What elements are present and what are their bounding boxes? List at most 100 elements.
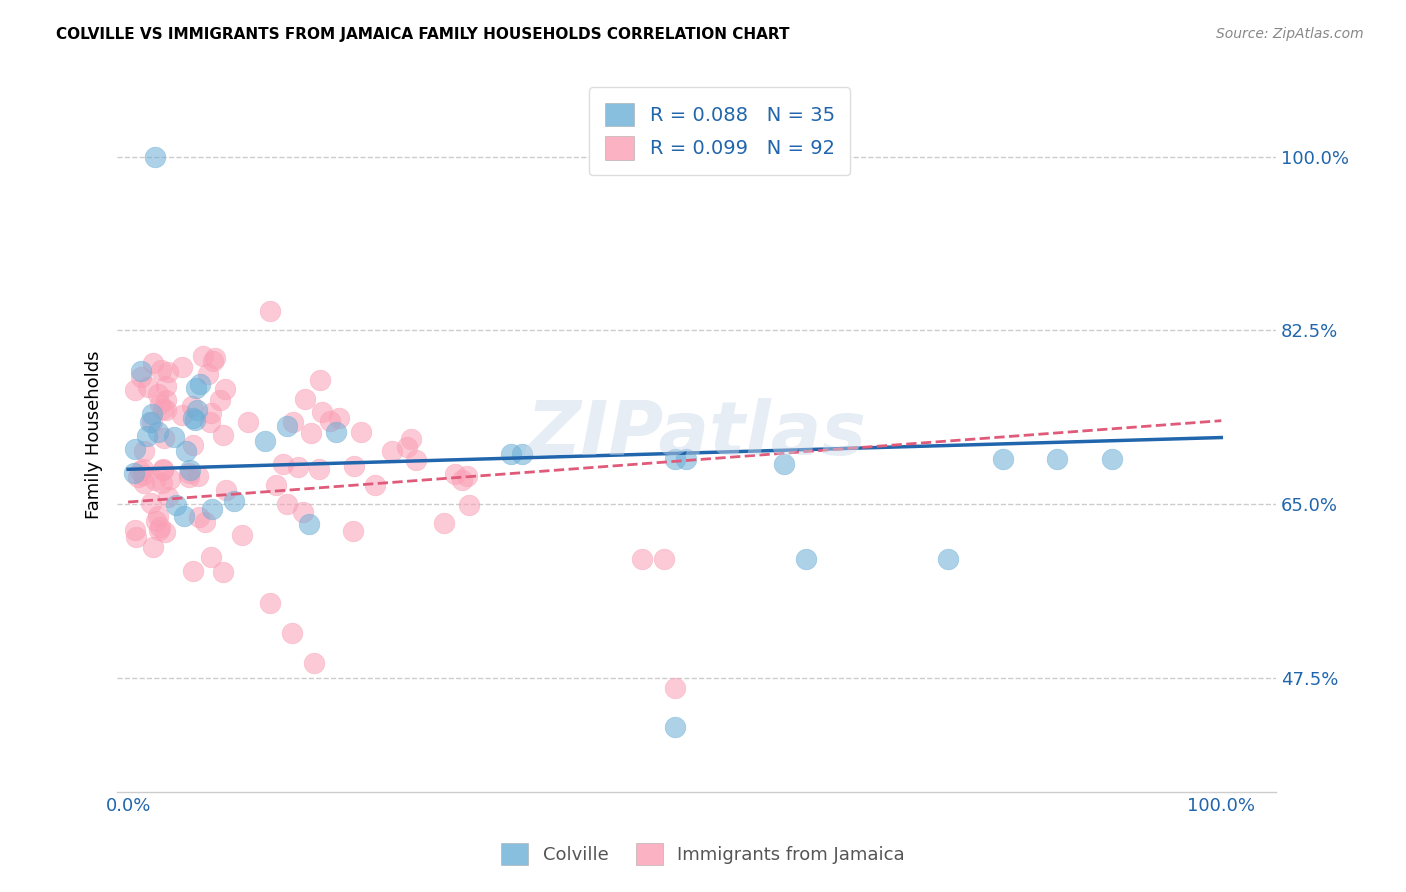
Point (308, 462, 330, 476)
Point (146, 425, 169, 439)
Point (184, 412, 207, 426)
Point (129, 369, 152, 384)
Point (129, 363, 152, 377)
Point (773, 458, 796, 472)
Point (129, 464, 152, 478)
Point (132, 444, 155, 458)
Point (132, 468, 155, 483)
Point (139, 416, 162, 430)
Point (510, 447, 533, 461)
Point (136, 380, 159, 394)
Point (159, 472, 181, 486)
Point (298, 516, 321, 531)
Point (342, 524, 364, 538)
Point (405, 453, 427, 467)
Point (193, 349, 215, 363)
Point (152, 431, 174, 445)
Point (652, 551, 675, 566)
Point (299, 425, 322, 440)
Point (395, 440, 418, 454)
Point (173, 508, 195, 523)
Point (201, 501, 224, 516)
Point (124, 524, 146, 538)
Point (155, 379, 177, 393)
Point (292, 505, 315, 519)
Point (215, 483, 238, 497)
Point (181, 438, 204, 452)
Point (208, 393, 231, 408)
Point (142, 356, 165, 370)
Point (664, 681, 686, 695)
Point (231, 528, 253, 542)
Point (212, 565, 235, 579)
Point (936, 551, 959, 566)
Point (141, 407, 163, 421)
Point (149, 397, 172, 411)
Point (187, 469, 209, 483)
Legend: R = 0.088   N = 35, R = 0.099   N = 92: R = 0.088 N = 35, R = 0.099 N = 92 (589, 87, 851, 176)
Point (145, 150, 167, 164)
Point (179, 463, 201, 477)
Point (143, 473, 166, 487)
Point (187, 510, 209, 524)
Point (149, 520, 172, 534)
Point (201, 354, 224, 368)
Point (238, 415, 260, 429)
Point (184, 381, 207, 395)
Point (276, 419, 298, 434)
Point (152, 462, 174, 476)
Point (165, 498, 187, 512)
Point (287, 459, 309, 474)
Point (381, 443, 404, 458)
Point (125, 530, 148, 544)
Point (343, 458, 366, 473)
Point (172, 408, 194, 422)
Point (499, 447, 522, 461)
Point (271, 457, 294, 471)
Point (148, 523, 170, 537)
Point (457, 498, 479, 512)
Point (1101, 452, 1123, 467)
Point (456, 469, 478, 483)
Point (156, 365, 179, 379)
Point (172, 360, 194, 375)
Point (181, 411, 204, 425)
Point (188, 377, 211, 392)
Point (194, 515, 217, 529)
Point (432, 516, 454, 531)
Text: Source: ZipAtlas.com: Source: ZipAtlas.com (1216, 27, 1364, 41)
Point (264, 478, 287, 492)
Point (253, 434, 276, 449)
Point (155, 393, 177, 408)
Point (122, 466, 145, 480)
Text: ZIPatlas: ZIPatlas (527, 398, 866, 471)
Point (177, 470, 200, 484)
Point (197, 367, 219, 381)
Point (150, 363, 173, 377)
Point (444, 467, 467, 482)
Point (136, 429, 159, 443)
Point (200, 406, 222, 420)
Point (664, 452, 686, 467)
Point (124, 383, 146, 397)
Point (451, 473, 474, 487)
Point (152, 401, 174, 416)
Point (325, 425, 347, 439)
Point (631, 551, 654, 566)
Point (1046, 452, 1069, 467)
Point (163, 430, 186, 444)
Point (364, 478, 387, 492)
Point (174, 443, 197, 458)
Point (200, 549, 222, 564)
Point (259, 303, 281, 318)
Point (179, 466, 201, 480)
Point (309, 373, 332, 387)
Point (328, 411, 350, 425)
Point (132, 476, 155, 491)
Point (281, 626, 304, 640)
Point (186, 403, 208, 417)
Point (675, 452, 697, 467)
Point (155, 403, 177, 417)
Point (152, 463, 174, 477)
Point (181, 400, 204, 414)
